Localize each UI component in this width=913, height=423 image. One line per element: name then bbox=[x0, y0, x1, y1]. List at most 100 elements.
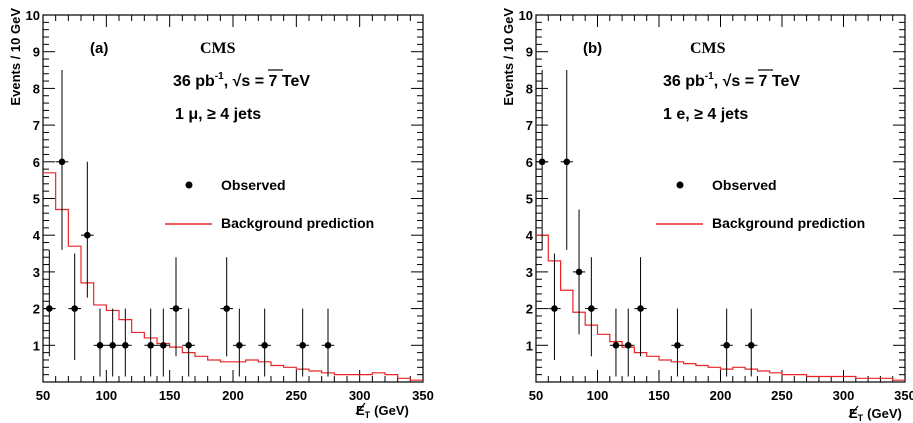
observed-point bbox=[324, 342, 332, 349]
x-tick-label: 150 bbox=[648, 388, 670, 403]
energy-label: s = 7 TeV bbox=[731, 73, 800, 90]
legend-observed-marker bbox=[185, 181, 193, 189]
selection-label: 1 μ, ≥ 4 jets bbox=[175, 106, 261, 123]
observed-point bbox=[236, 342, 243, 349]
y-tick-label: 10 bbox=[26, 8, 40, 23]
lumi-value: 36 pb bbox=[663, 73, 705, 90]
y-tick-label: 6 bbox=[526, 155, 533, 170]
x-axis-label: ET (GeV) bbox=[849, 406, 902, 423]
observed-point bbox=[172, 305, 180, 312]
x-axis-label-sub: T bbox=[365, 410, 371, 420]
observed-point bbox=[637, 305, 644, 312]
observed-point bbox=[588, 305, 595, 312]
panel-label: (b) bbox=[583, 40, 602, 57]
y-tick-label: 3 bbox=[33, 265, 40, 280]
observed-point bbox=[58, 158, 66, 166]
y-tick-label: 4 bbox=[526, 228, 534, 243]
background-step-line bbox=[43, 172, 423, 381]
axis-ticks bbox=[42, 14, 424, 383]
x-tick-label: 50 bbox=[529, 388, 543, 403]
x-tick-label: 300 bbox=[833, 388, 855, 403]
observed-data-points bbox=[43, 70, 335, 377]
x-axis-label-unit: (GeV) bbox=[374, 403, 409, 418]
x-tick-label: 300 bbox=[349, 388, 371, 403]
x-tick-label: 100 bbox=[587, 388, 609, 403]
observed-point bbox=[624, 342, 632, 349]
y-tick-label: 3 bbox=[526, 265, 533, 280]
lumi-value: 36 pb bbox=[173, 73, 215, 90]
panel-b-e: 1 2 3 4 5 6 7 8 9 10 50 100 150 200 250 300 350 Events … bbox=[501, 8, 913, 423]
y-tick-label: 6 bbox=[33, 155, 40, 170]
y-tick-labels: 1 2 3 4 5 6 7 8 9 10 bbox=[519, 8, 534, 353]
observed-point bbox=[575, 268, 583, 276]
observed-point bbox=[551, 305, 558, 312]
experiment-label: CMS bbox=[200, 40, 236, 57]
legend-background-label: Background prediction bbox=[712, 215, 865, 231]
observed-point bbox=[538, 158, 546, 166]
x-tick-label: 100 bbox=[95, 388, 117, 403]
y-tick-label: 8 bbox=[526, 81, 533, 96]
y-axis-label: Events / 10 GeV bbox=[501, 8, 516, 106]
x-tick-labels: 50 100 150 200 250 300 350 bbox=[36, 388, 434, 403]
observed-point bbox=[185, 342, 192, 349]
y-tick-label: 1 bbox=[33, 338, 40, 353]
y-tick-label: 1 bbox=[526, 338, 533, 353]
x-tick-label: 200 bbox=[710, 388, 732, 403]
x-tick-label: 150 bbox=[159, 388, 181, 403]
observed-point bbox=[747, 342, 755, 349]
background-prediction-histogram bbox=[43, 172, 423, 381]
x-axis-label: ET (GeV) bbox=[356, 403, 409, 420]
lumi-label: 36 pb-1, √s = 7 TeV bbox=[173, 71, 310, 90]
observed-point bbox=[612, 342, 620, 349]
legend-observed-marker bbox=[676, 181, 684, 189]
observed-point bbox=[160, 342, 167, 349]
observed-point bbox=[563, 158, 571, 166]
x-axis-label-main: E bbox=[356, 403, 365, 418]
x-tick-label: 350 bbox=[894, 388, 913, 403]
y-tick-label: 2 bbox=[33, 302, 40, 317]
x-axis-label-unit: (GeV) bbox=[867, 406, 902, 421]
x-tick-label: 350 bbox=[412, 388, 434, 403]
sqrt-sign: √ bbox=[723, 73, 732, 90]
background-step-line bbox=[536, 234, 905, 381]
x-tick-label: 50 bbox=[36, 388, 50, 403]
x-tick-labels: 50 100 150 200 250 300 350 bbox=[529, 388, 913, 403]
observed-point bbox=[96, 342, 104, 349]
x-tick-label: 200 bbox=[222, 388, 244, 403]
y-tick-label: 5 bbox=[33, 192, 40, 207]
panel-label: (a) bbox=[90, 40, 108, 57]
lumi-exponent: -1 bbox=[215, 71, 224, 82]
x-tick-label: 250 bbox=[771, 388, 793, 403]
lumi-exponent: -1 bbox=[705, 71, 714, 82]
observed-data-points bbox=[536, 70, 758, 377]
observed-point bbox=[84, 231, 91, 239]
y-tick-label: 5 bbox=[526, 192, 533, 207]
experiment-label: CMS bbox=[690, 40, 726, 57]
x-axis-label-main: E bbox=[849, 406, 858, 421]
observed-point bbox=[147, 342, 154, 349]
selection-label: 1 e, ≥ 4 jets bbox=[663, 106, 748, 123]
observed-point bbox=[223, 305, 230, 312]
observed-point bbox=[261, 342, 268, 349]
lumi-label: 36 pb-1, √s = 7 TeV bbox=[663, 71, 800, 90]
observed-point bbox=[46, 305, 53, 312]
y-tick-label: 9 bbox=[33, 45, 40, 60]
y-tick-label: 7 bbox=[33, 118, 40, 133]
x-axis-label-slash bbox=[355, 402, 366, 415]
observed-point bbox=[299, 342, 306, 349]
y-axis-label: Events / 10 GeV bbox=[8, 8, 23, 106]
y-tick-label: 8 bbox=[33, 81, 40, 96]
y-tick-label: 9 bbox=[526, 45, 533, 60]
sqrt-sign: √ bbox=[233, 73, 242, 90]
x-axis-label-sub: T bbox=[858, 413, 864, 423]
panel-a-mu: 1 2 3 4 5 6 7 8 9 10 50 100 150 200 250 300 350 Events … bbox=[8, 8, 434, 420]
observed-point bbox=[109, 342, 116, 349]
y-tick-label: 7 bbox=[526, 118, 533, 133]
energy-label: s = 7 TeV bbox=[241, 73, 310, 90]
observed-point bbox=[674, 342, 681, 349]
y-tick-label: 2 bbox=[526, 302, 533, 317]
legend-observed-label: Observed bbox=[712, 177, 777, 193]
legend-background-label: Background prediction bbox=[221, 215, 374, 231]
observed-point bbox=[122, 342, 129, 349]
